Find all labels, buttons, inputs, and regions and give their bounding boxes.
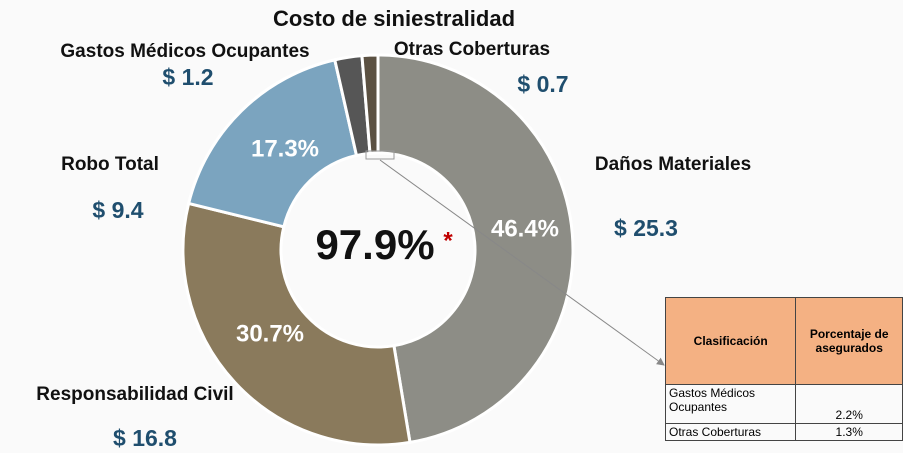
center-label: 97.9% xyxy=(315,221,434,268)
percent-label: 30.7% xyxy=(236,320,304,347)
table-cell: 2.2% xyxy=(795,384,903,424)
category-label: Otras Coberturas xyxy=(394,39,550,60)
chart-title: Costo de siniestralidad xyxy=(273,6,515,31)
value-label: $ 9.4 xyxy=(92,197,143,223)
value-label: $ 0.7 xyxy=(517,71,568,97)
percent-label: 46.4% xyxy=(491,215,559,242)
value-label: $ 1.2 xyxy=(162,64,213,90)
category-label: Responsabilidad Civil xyxy=(36,384,233,405)
slice xyxy=(186,58,359,229)
slice xyxy=(376,53,575,445)
table: Clasificación Porcentaje de asegurados Ga… xyxy=(664,297,903,441)
table-header: Porcentaje de asegurados xyxy=(795,297,903,385)
table-cell: 1.3% xyxy=(795,423,903,441)
value-label: $ 25.3 xyxy=(614,215,678,241)
value-label: $ 16.8 xyxy=(113,425,177,451)
highlight-box xyxy=(365,150,395,160)
slice xyxy=(360,53,380,155)
table-header: Clasificación xyxy=(664,297,797,385)
slice xyxy=(181,201,412,447)
category-label: Daños Materiales xyxy=(595,154,751,175)
leader-line xyxy=(379,159,665,366)
table-cell: Gastos Médicos Ocupantes xyxy=(664,384,797,424)
category-label: Gastos Médicos Ocupantes xyxy=(60,41,309,62)
percent-label: 17.3% xyxy=(251,135,319,162)
center-mark: * xyxy=(443,227,453,254)
category-label: Robo Total xyxy=(61,154,159,175)
table-cell: Otras Coberturas xyxy=(664,423,797,441)
